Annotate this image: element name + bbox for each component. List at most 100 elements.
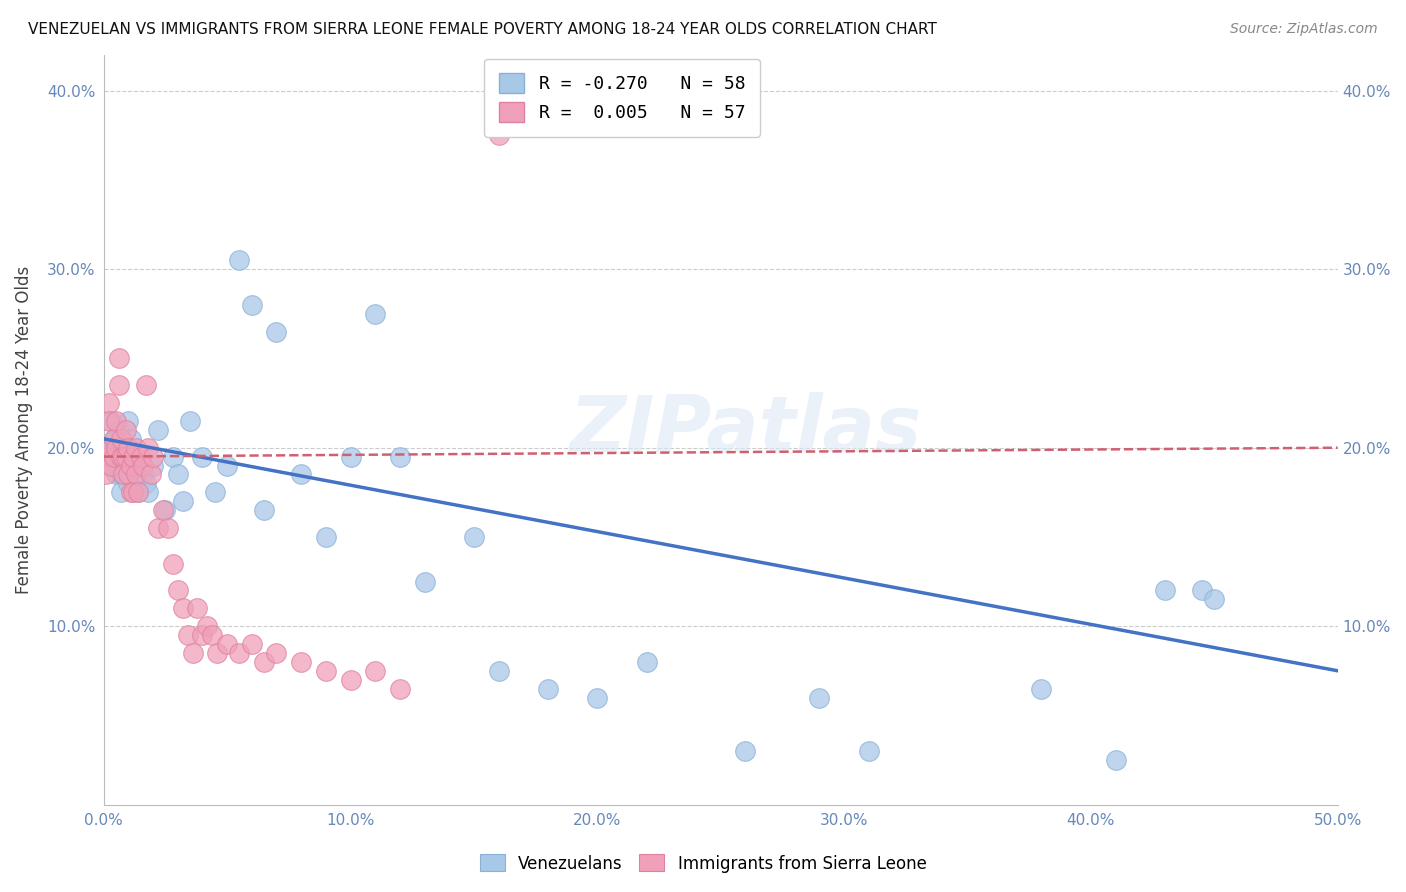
Point bbox=[1104, 753, 1126, 767]
Point bbox=[253, 503, 276, 517]
Point bbox=[228, 646, 250, 660]
Point bbox=[186, 601, 208, 615]
Point bbox=[107, 423, 129, 437]
Point bbox=[135, 378, 157, 392]
Point bbox=[112, 450, 135, 464]
Point bbox=[181, 646, 204, 660]
Point bbox=[120, 485, 142, 500]
Point bbox=[217, 637, 239, 651]
Point bbox=[96, 441, 118, 455]
Legend: Venezuelans, Immigrants from Sierra Leone: Venezuelans, Immigrants from Sierra Leon… bbox=[472, 847, 934, 880]
Text: VENEZUELAN VS IMMIGRANTS FROM SIERRA LEONE FEMALE POVERTY AMONG 18-24 YEAR OLDS : VENEZUELAN VS IMMIGRANTS FROM SIERRA LEO… bbox=[28, 22, 936, 37]
Point bbox=[204, 485, 226, 500]
Y-axis label: Female Poverty Among 18-24 Year Olds: Female Poverty Among 18-24 Year Olds bbox=[15, 266, 32, 594]
Point bbox=[240, 637, 263, 651]
Point bbox=[122, 450, 145, 464]
Point bbox=[100, 441, 122, 455]
Point bbox=[1031, 681, 1053, 696]
Point bbox=[105, 467, 128, 482]
Point bbox=[135, 476, 157, 491]
Point bbox=[115, 423, 138, 437]
Point bbox=[152, 503, 174, 517]
Point bbox=[162, 450, 184, 464]
Point bbox=[315, 664, 337, 678]
Point bbox=[195, 619, 218, 633]
Point bbox=[207, 646, 229, 660]
Point bbox=[290, 655, 312, 669]
Point bbox=[97, 414, 120, 428]
Point bbox=[146, 423, 169, 437]
Point bbox=[107, 458, 129, 473]
Point bbox=[129, 450, 152, 464]
Legend: R = -0.270   N = 58, R =  0.005   N = 57: R = -0.270 N = 58, R = 0.005 N = 57 bbox=[484, 59, 759, 136]
Point bbox=[166, 583, 188, 598]
Point bbox=[217, 458, 239, 473]
Point bbox=[100, 458, 122, 473]
Point bbox=[537, 681, 560, 696]
Point bbox=[129, 458, 152, 473]
Point bbox=[142, 450, 165, 464]
Point bbox=[636, 655, 658, 669]
Point bbox=[103, 450, 125, 464]
Point bbox=[339, 673, 361, 687]
Point bbox=[97, 396, 120, 410]
Point bbox=[117, 476, 139, 491]
Point bbox=[266, 325, 288, 339]
Point bbox=[96, 450, 118, 464]
Point bbox=[191, 628, 214, 642]
Point bbox=[179, 414, 201, 428]
Point bbox=[132, 458, 155, 473]
Point bbox=[97, 450, 120, 464]
Point bbox=[253, 655, 276, 669]
Point bbox=[136, 485, 159, 500]
Point bbox=[162, 557, 184, 571]
Point bbox=[136, 441, 159, 455]
Point bbox=[120, 458, 142, 473]
Point bbox=[139, 467, 162, 482]
Point bbox=[586, 690, 609, 705]
Point bbox=[127, 485, 149, 500]
Point bbox=[176, 628, 198, 642]
Point bbox=[117, 414, 139, 428]
Point bbox=[110, 485, 132, 500]
Point bbox=[125, 467, 148, 482]
Point bbox=[105, 441, 128, 455]
Text: ZIPatlas: ZIPatlas bbox=[569, 392, 921, 468]
Point bbox=[488, 128, 510, 143]
Point bbox=[172, 494, 194, 508]
Point bbox=[388, 681, 411, 696]
Point bbox=[110, 432, 132, 446]
Point bbox=[142, 458, 165, 473]
Point bbox=[110, 467, 132, 482]
Point bbox=[105, 441, 128, 455]
Point bbox=[1204, 592, 1226, 607]
Point bbox=[103, 450, 125, 464]
Point bbox=[364, 664, 387, 678]
Point bbox=[127, 485, 149, 500]
Point bbox=[107, 351, 129, 366]
Point bbox=[112, 441, 135, 455]
Point bbox=[413, 574, 436, 589]
Point bbox=[240, 298, 263, 312]
Point bbox=[132, 467, 155, 482]
Point bbox=[100, 458, 122, 473]
Point bbox=[315, 530, 337, 544]
Point bbox=[112, 467, 135, 482]
Point bbox=[96, 467, 118, 482]
Point bbox=[364, 307, 387, 321]
Point bbox=[266, 646, 288, 660]
Point bbox=[112, 467, 135, 482]
Point bbox=[1154, 583, 1177, 598]
Point bbox=[1191, 583, 1213, 598]
Point bbox=[191, 450, 214, 464]
Point bbox=[201, 628, 224, 642]
Point bbox=[100, 414, 122, 428]
Point bbox=[115, 450, 138, 464]
Point bbox=[388, 450, 411, 464]
Point bbox=[155, 503, 177, 517]
Point bbox=[120, 432, 142, 446]
Point bbox=[339, 450, 361, 464]
Point bbox=[107, 378, 129, 392]
Point bbox=[858, 744, 880, 758]
Point bbox=[117, 441, 139, 455]
